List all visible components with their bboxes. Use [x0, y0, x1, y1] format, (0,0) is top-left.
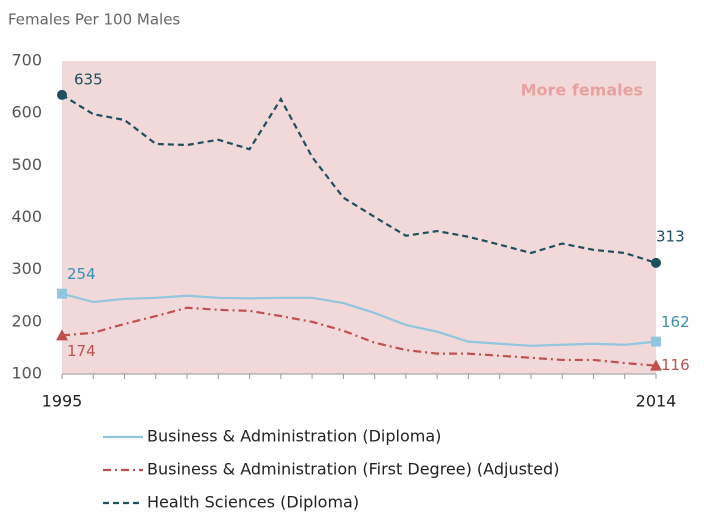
- line: [61, 292, 657, 347]
- data-label: 174: [67, 342, 96, 360]
- annotation: More females: [521, 81, 643, 100]
- marker: [651, 336, 661, 347]
- y-tick-label: 100: [11, 364, 42, 383]
- line: [61, 93, 657, 264]
- marker: [651, 257, 661, 268]
- data-label: 116: [661, 356, 690, 374]
- y-tick-label: 200: [11, 311, 42, 330]
- x-tick-label: 2014: [636, 392, 677, 411]
- marker: [56, 329, 68, 341]
- y-tick-label: 500: [11, 155, 42, 174]
- data-label: 313: [656, 227, 685, 245]
- y-tick-label: 400: [11, 207, 42, 226]
- line: [61, 306, 657, 367]
- legend-label: Business & Administration (Diploma): [147, 427, 441, 446]
- y-tick-label: 600: [11, 103, 42, 122]
- shaded-region: [62, 61, 656, 374]
- marker: [57, 288, 67, 299]
- marker: [57, 89, 67, 100]
- y-tick-label: 300: [11, 259, 42, 278]
- data-label: 162: [661, 313, 690, 331]
- y-axis-label: Females Per 100 Males: [8, 11, 180, 29]
- data-label: 635: [74, 70, 103, 88]
- marker: [650, 359, 662, 371]
- x-tick-label: 1995: [42, 392, 83, 411]
- y-tick-label: 700: [11, 51, 42, 70]
- legend-label: Business & Administration (First Degree)…: [147, 460, 559, 479]
- data-label: 254: [67, 265, 96, 283]
- legend-label: Health Sciences (Diploma): [147, 493, 359, 512]
